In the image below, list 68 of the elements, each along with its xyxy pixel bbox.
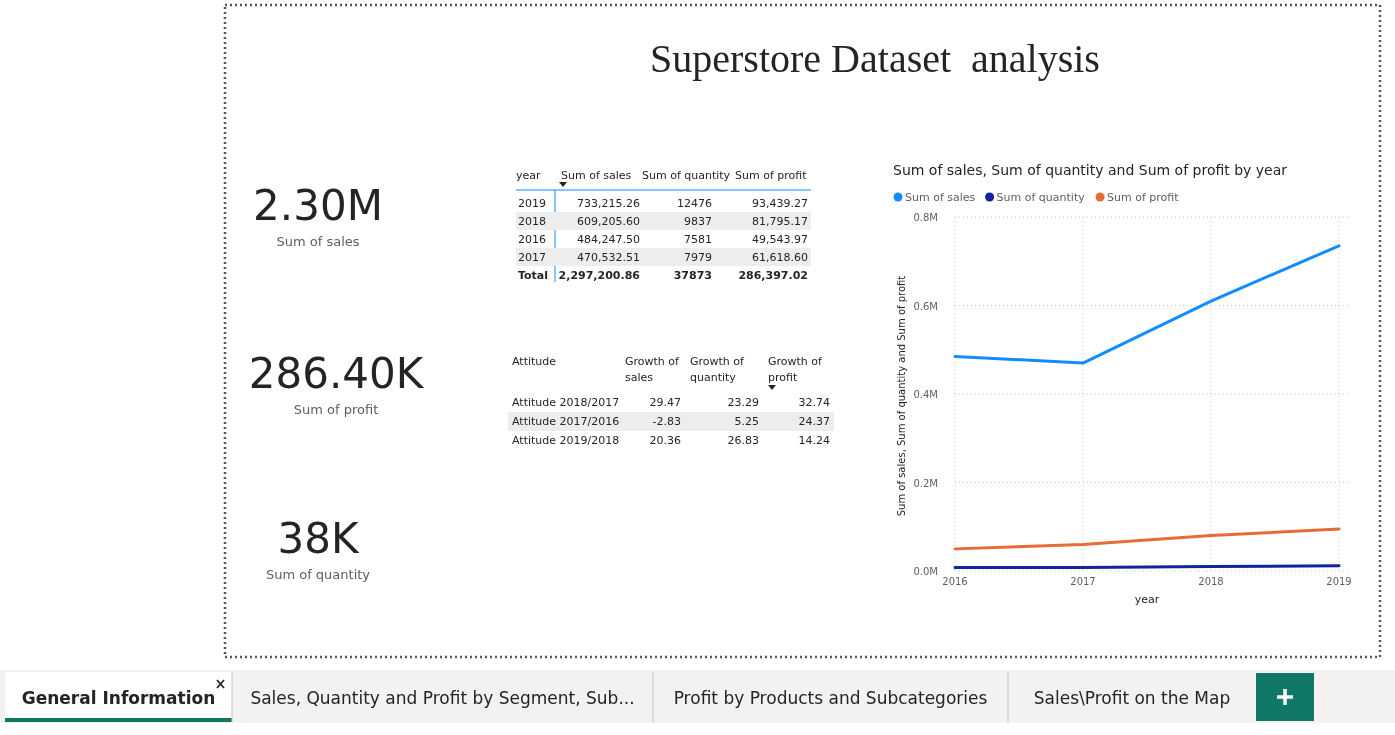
line-series (953, 244, 1341, 365)
text: 9837 (684, 215, 712, 228)
category-label: Growth of profit (768, 355, 824, 384)
text: 93,439.27 (752, 197, 808, 210)
category-label: 2018 (518, 215, 546, 228)
text: Sum of sales (276, 234, 360, 249)
category-label: Attitude 2019/2018 (512, 434, 620, 447)
legend-label: Sum of profit (1107, 191, 1180, 204)
text: Superstore Dataset analysis (650, 36, 1100, 81)
category-label: 2016 (518, 233, 546, 246)
x-tick-label: 2017 (1070, 576, 1096, 587)
text: Profit by Products and Subcategories (673, 688, 988, 708)
y-tick-label: 0.2M (913, 477, 938, 489)
text: 12476 (677, 197, 712, 210)
text: year (516, 169, 542, 182)
y-tick-label: 0.6M (913, 300, 938, 312)
text: Sum of quantity (265, 567, 371, 582)
text: 14.24 (798, 434, 830, 447)
category-label: 2019 (518, 197, 546, 210)
y-tick-label: 0.4M (913, 389, 938, 400)
text: 7581 (684, 233, 712, 246)
category-label: Sum of sales (561, 169, 632, 182)
text: Attitude (512, 355, 557, 368)
y-tick-label: 0.0M (913, 566, 938, 577)
text: 5.25 (734, 415, 759, 428)
text: 37873 (673, 269, 712, 282)
text: 49,543.97 (752, 233, 808, 246)
text: 26.83 (727, 434, 759, 447)
y-axis-title: Sum of sales, Sum of quantity and Sum of profit (896, 275, 907, 517)
text: 470,532.51 (577, 251, 640, 264)
text: Sum of profit (293, 402, 379, 417)
text: 609,205.60 (577, 215, 640, 228)
category-label: Sum of profit (735, 169, 808, 182)
y-tick-label: 0.8M (913, 212, 938, 223)
text: 29.47 (649, 396, 681, 409)
text: 32.74 (798, 396, 830, 409)
text: 23.29 (727, 396, 759, 409)
text: -2.83 (652, 415, 681, 428)
text: 61,618.60 (752, 251, 808, 264)
category-label: Attitude 2017/2016 (512, 415, 620, 428)
text: 733,215.26 (577, 197, 640, 210)
x-axis-title: year (1134, 593, 1160, 606)
text: 7979 (684, 251, 712, 264)
category-label: Attitude 2018/2017 (512, 396, 620, 409)
category-label: Total (518, 269, 549, 282)
text: 286,397.02 (738, 269, 808, 282)
line-series (953, 527, 1341, 551)
category-label: 2017 (518, 251, 546, 264)
text: Sales, Quantity and Profit by Segment, Sub... (250, 688, 635, 708)
text: 20.36 (649, 434, 681, 447)
x-tick-label: 2019 (1326, 576, 1352, 587)
legend-label: Sum of sales (905, 191, 976, 204)
text: 2.30M (253, 181, 383, 230)
text: 2,297,200.86 (558, 269, 640, 282)
text: 38K (277, 514, 360, 563)
chart-title: Sum of sales, Sum of quantity and Sum of profit by year (893, 162, 1288, 178)
text: Sales\Profit on the Map (1033, 688, 1231, 708)
text: 81,795.17 (752, 215, 808, 228)
text: 484,247.50 (577, 233, 640, 246)
x-tick-label: 2016 (942, 576, 968, 587)
text: 286.40K (248, 349, 425, 398)
text: 24.37 (798, 415, 830, 428)
x-tick-label: 2018 (1198, 576, 1224, 587)
text: General Information (21, 688, 216, 708)
category-label: Growth of quantity (690, 355, 746, 384)
category-label: Growth of sales (625, 355, 681, 384)
category-label: Sum of quantity (642, 169, 731, 182)
legend-label: Sum of quantity (996, 191, 1086, 204)
